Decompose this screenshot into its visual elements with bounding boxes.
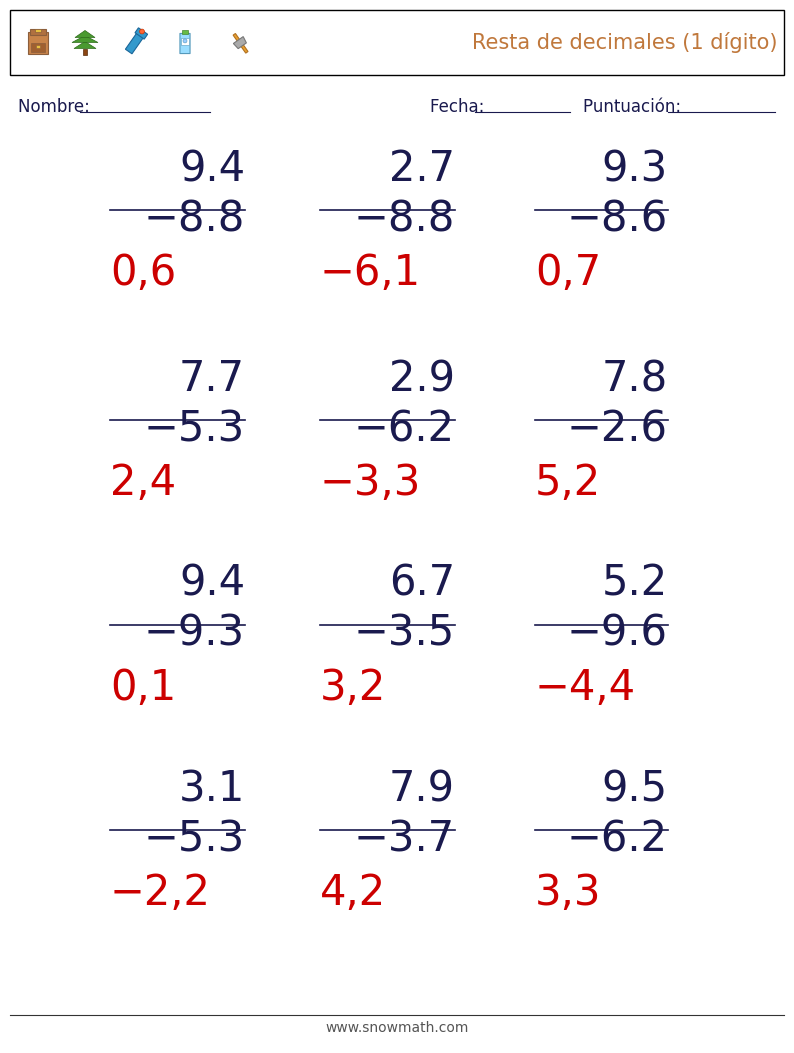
Text: www.snowmath.com: www.snowmath.com [326,1021,468,1035]
Bar [30,28,46,35]
Text: 9.4: 9.4 [179,563,245,605]
Text: Nombre:: Nombre: [18,98,95,116]
Text: 7.9: 7.9 [389,768,455,810]
Text: −5.3: −5.3 [144,408,245,450]
Bar [36,45,40,47]
Text: 9.5: 9.5 [602,768,668,810]
Text: −9.6: −9.6 [567,613,668,655]
Bar [28,32,48,54]
Text: 7.7: 7.7 [179,358,245,400]
Text: 2.7: 2.7 [389,148,455,190]
Text: 4,2: 4,2 [320,872,386,914]
Text: −2,2: −2,2 [110,872,211,914]
Polygon shape [75,31,95,38]
Text: 3,3: 3,3 [535,872,602,914]
Text: −8.6: −8.6 [567,198,668,240]
Text: Fecha:: Fecha: [430,98,490,116]
Text: −8.8: −8.8 [353,198,455,240]
Bar [125,33,144,54]
Text: 2.9: 2.9 [389,358,455,400]
Circle shape [183,39,187,43]
Text: −3.7: −3.7 [354,818,455,860]
Circle shape [140,29,145,34]
Polygon shape [233,37,246,48]
Bar [10,9,784,75]
Text: −4,4: −4,4 [535,667,636,709]
FancyBboxPatch shape [180,34,190,54]
Text: 7.8: 7.8 [602,358,668,400]
Text: −8.8: −8.8 [144,198,245,240]
Text: 2,4: 2,4 [110,462,176,504]
Text: −6,1: −6,1 [320,252,421,294]
Text: −9.3: −9.3 [144,613,245,655]
Text: 0,6: 0,6 [110,252,176,294]
Text: 9.3: 9.3 [602,148,668,190]
Bar [182,29,188,34]
Text: Puntuación:: Puntuación: [583,98,686,116]
Text: 0,7: 0,7 [535,252,601,294]
Bar [83,48,87,55]
Text: 6.7: 6.7 [389,563,455,605]
Text: −3.5: −3.5 [354,613,455,655]
Bar [181,38,189,44]
Text: 3,2: 3,2 [320,667,386,709]
Text: −2.6: −2.6 [567,408,668,450]
Bar [233,34,248,53]
Text: Resta de decimales (1 dígito): Resta de decimales (1 dígito) [472,32,778,53]
Text: −3,3: −3,3 [320,462,422,504]
Text: 0,1: 0,1 [110,667,176,709]
Text: −5.3: −5.3 [144,818,245,860]
Text: 5,2: 5,2 [535,462,601,504]
Text: 9.4: 9.4 [179,148,245,190]
Bar [135,27,148,39]
Polygon shape [72,36,98,42]
Text: −6.2: −6.2 [567,818,668,860]
Bar [35,28,41,32]
Bar [31,42,45,52]
Text: 5.2: 5.2 [602,563,668,605]
Polygon shape [74,41,96,48]
Text: 3.1: 3.1 [179,768,245,810]
Text: −6.2: −6.2 [354,408,455,450]
